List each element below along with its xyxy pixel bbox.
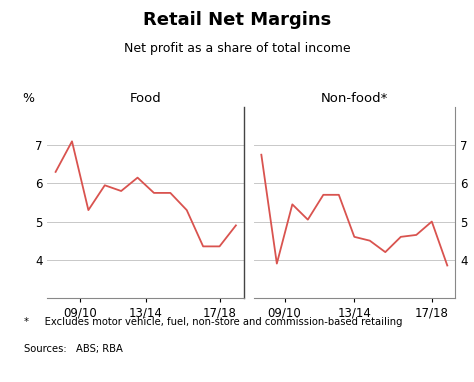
Text: %: % [22, 92, 34, 105]
Text: *     Excludes motor vehicle, fuel, non-store and commission-based retailing: * Excludes motor vehicle, fuel, non-stor… [24, 317, 402, 327]
Text: Retail Net Margins: Retail Net Margins [143, 11, 331, 29]
Text: Non-food*: Non-food* [320, 92, 388, 105]
Text: Sources:   ABS; RBA: Sources: ABS; RBA [24, 344, 123, 354]
Text: Net profit as a share of total income: Net profit as a share of total income [124, 42, 350, 55]
Text: Food: Food [130, 92, 162, 105]
